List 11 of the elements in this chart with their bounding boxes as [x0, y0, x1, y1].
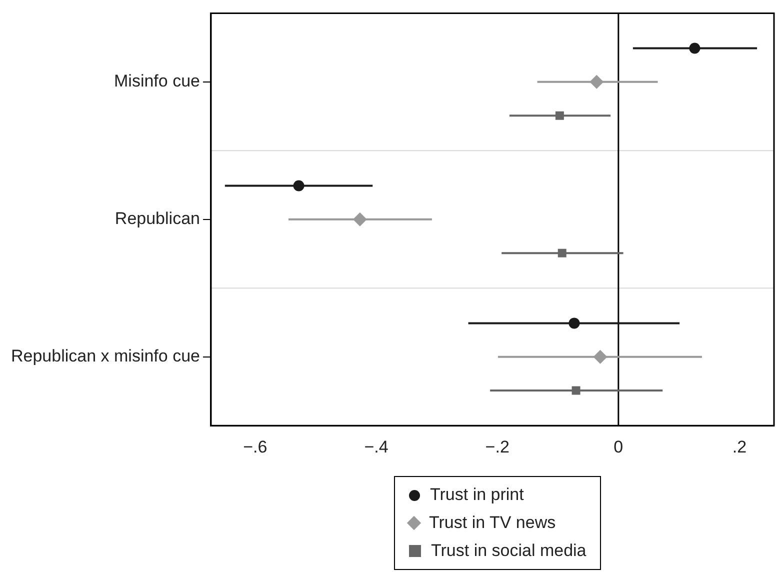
legend-label: Trust in social media [431, 541, 586, 561]
legend-label: Trust in TV news [429, 513, 556, 533]
x-tick-label: 0 [614, 437, 624, 456]
y-tick-label: Republican [114, 209, 200, 228]
y-tick-label: Misinfo cue [114, 72, 200, 91]
legend-label: Trust in print [430, 485, 524, 505]
x-tick-label: −.4 [364, 437, 388, 456]
y-tick-label: Republican x misinfo cue [11, 346, 200, 366]
x-tick-label: −.2 [485, 437, 510, 456]
x-tick-label: −.6 [243, 437, 268, 456]
x-tick-label: .2 [732, 437, 747, 456]
